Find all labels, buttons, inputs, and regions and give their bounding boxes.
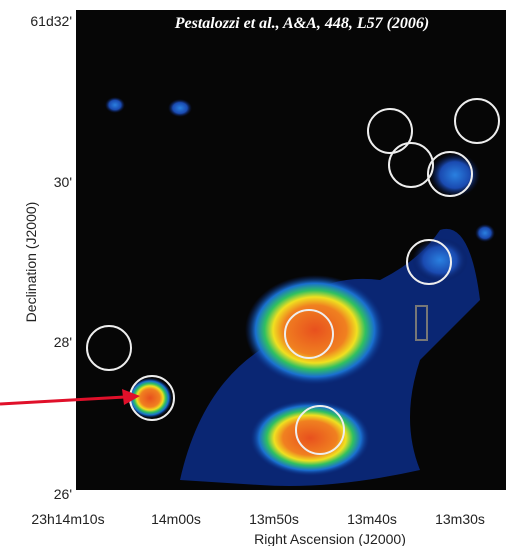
citation: Pestalozzi et al., A&A, 448, L57 (2006) bbox=[174, 15, 430, 32]
figure: Pestalozzi et al., A&A, 448, L57 (2006) … bbox=[0, 0, 532, 546]
y-tick-label: 26' bbox=[54, 486, 72, 502]
y-tick-label: 28' bbox=[54, 334, 72, 350]
y-tick-label: 61d32' bbox=[30, 13, 72, 29]
x-axis-label: Right Ascension (J2000) bbox=[254, 531, 406, 546]
x-tick-label: 13m30s bbox=[435, 511, 485, 527]
x-tick-label: 13m40s bbox=[347, 511, 397, 527]
y-tick-label: 30' bbox=[54, 174, 72, 190]
x-tick-label: 13m50s bbox=[249, 511, 299, 527]
x-tick-label: 14m00s bbox=[151, 511, 201, 527]
y-axis-label: Declination (J2000) bbox=[23, 202, 39, 323]
x-tick-label: 23h14m10s bbox=[31, 511, 104, 527]
